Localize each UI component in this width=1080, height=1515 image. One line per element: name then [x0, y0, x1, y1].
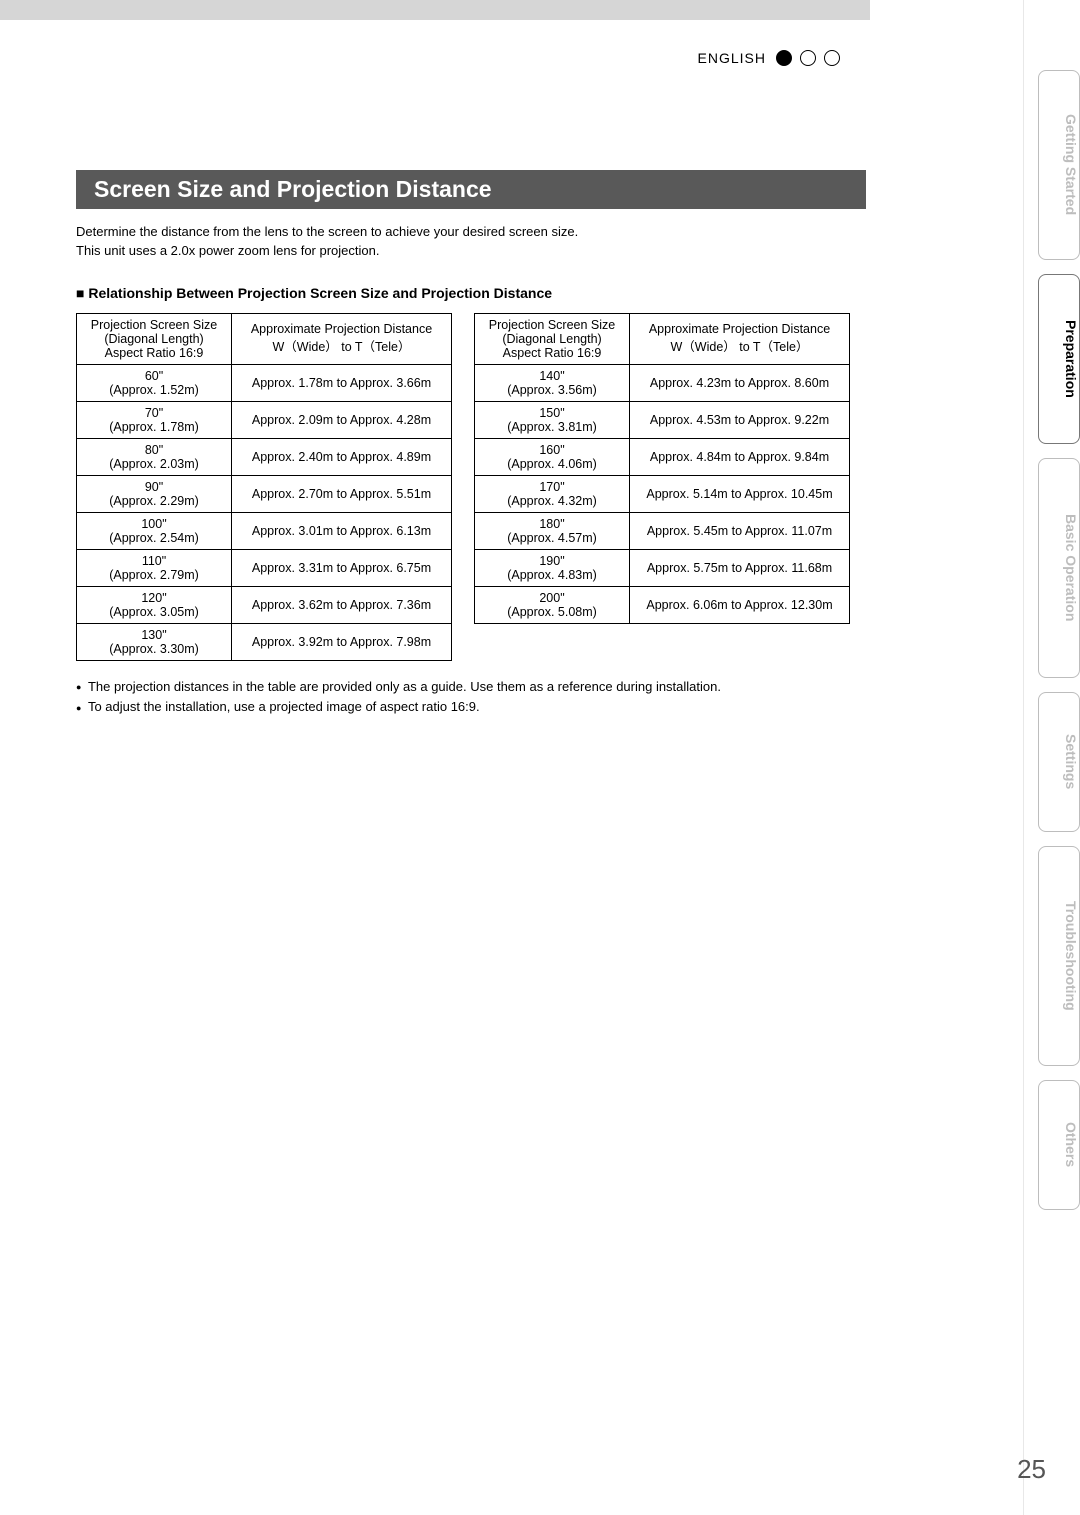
table-row: 200"(Approx. 5.08m)Approx. 6.06m to Appr…	[475, 586, 850, 623]
cell-size: 70"(Approx. 1.78m)	[77, 401, 232, 438]
table-row: 100"(Approx. 2.54m)Approx. 3.01m to Appr…	[77, 512, 452, 549]
cell-size: 140"(Approx. 3.56m)	[475, 364, 630, 401]
tab-settings[interactable]: Settings	[1038, 692, 1080, 832]
top-grey-bar	[0, 0, 870, 20]
table-header-size: Projection Screen Size (Diagonal Length)…	[475, 313, 630, 364]
cell-distance: Approx. 3.01m to Approx. 6.13m	[232, 512, 452, 549]
main-content: Screen Size and Projection Distance Dete…	[76, 170, 866, 718]
cell-distance: Approx. 3.92m to Approx. 7.98m	[232, 623, 452, 660]
cell-distance: Approx. 3.62m to Approx. 7.36m	[232, 586, 452, 623]
table-row: 140"(Approx. 3.56m)Approx. 4.23m to Appr…	[475, 364, 850, 401]
table-row: 90"(Approx. 2.29m)Approx. 2.70m to Appro…	[77, 475, 452, 512]
table-row: 160"(Approx. 4.06m)Approx. 4.84m to Appr…	[475, 438, 850, 475]
intro-line: Determine the distance from the lens to …	[76, 224, 578, 239]
header-line: W（Wide） to T（Tele）	[671, 340, 809, 354]
header-line: W（Wide） to T（Tele）	[273, 340, 411, 354]
table-header-size: Projection Screen Size (Diagonal Length)…	[77, 313, 232, 364]
dot-icon	[800, 50, 816, 66]
dot-icon	[776, 50, 792, 66]
cell-distance: Approx. 4.23m to Approx. 8.60m	[630, 364, 850, 401]
table-header-dist: Approximate Projection Distance W（Wide） …	[232, 313, 452, 364]
cell-size: 80"(Approx. 2.03m)	[77, 438, 232, 475]
cell-size: 130"(Approx. 3.30m)	[77, 623, 232, 660]
table-row: 150"(Approx. 3.81m)Approx. 4.53m to Appr…	[475, 401, 850, 438]
header-line: Projection Screen Size	[489, 318, 615, 332]
divider	[1023, 0, 1024, 1515]
cell-distance: Approx. 2.40m to Approx. 4.89m	[232, 438, 452, 475]
tab-getting-started[interactable]: Getting Started	[1038, 70, 1080, 260]
cell-size: 120"(Approx. 3.05m)	[77, 586, 232, 623]
tab-basic-operation[interactable]: Basic Operation	[1038, 458, 1080, 678]
section-title: Screen Size and Projection Distance	[76, 170, 866, 209]
table-body-left: 60"(Approx. 1.52m)Approx. 1.78m to Appro…	[77, 364, 452, 660]
cell-size: 90"(Approx. 2.29m)	[77, 475, 232, 512]
table-row: 180"(Approx. 4.57m)Approx. 5.45m to Appr…	[475, 512, 850, 549]
tab-others[interactable]: Others	[1038, 1080, 1080, 1210]
notes-list: The projection distances in the table ar…	[76, 677, 866, 719]
cell-distance: Approx. 5.75m to Approx. 11.68m	[630, 549, 850, 586]
note-item: The projection distances in the table ar…	[76, 677, 866, 698]
cell-distance: Approx. 4.53m to Approx. 9.22m	[630, 401, 850, 438]
table-row: 130"(Approx. 3.30m)Approx. 3.92m to Appr…	[77, 623, 452, 660]
header-line: Projection Screen Size	[91, 318, 217, 332]
cell-distance: Approx. 6.06m to Approx. 12.30m	[630, 586, 850, 623]
cell-size: 100"(Approx. 2.54m)	[77, 512, 232, 549]
table-row: 110"(Approx. 2.79m)Approx. 3.31m to Appr…	[77, 549, 452, 586]
language-dots	[776, 50, 840, 66]
table-header-dist: Approximate Projection Distance W（Wide） …	[630, 313, 850, 364]
projection-table-left: Projection Screen Size (Diagonal Length)…	[76, 313, 452, 661]
intro-text: Determine the distance from the lens to …	[76, 223, 866, 261]
cell-size: 110"(Approx. 2.79m)	[77, 549, 232, 586]
tab-preparation[interactable]: Preparation	[1038, 274, 1080, 444]
cell-size: 170"(Approx. 4.32m)	[475, 475, 630, 512]
header-line: (Diagonal Length)	[502, 332, 601, 346]
header-line: Aspect Ratio 16:9	[503, 346, 602, 360]
cell-distance: Approx. 4.84m to Approx. 9.84m	[630, 438, 850, 475]
page-number: 25	[1017, 1454, 1046, 1485]
dot-icon	[824, 50, 840, 66]
table-row: 170"(Approx. 4.32m)Approx. 5.14m to Appr…	[475, 475, 850, 512]
intro-line: This unit uses a 2.0x power zoom lens fo…	[76, 243, 379, 258]
language-label: ENGLISH	[698, 50, 766, 66]
language-indicator: ENGLISH	[0, 50, 870, 66]
table-body-right: 140"(Approx. 3.56m)Approx. 4.23m to Appr…	[475, 364, 850, 623]
side-tabs: Getting Started Preparation Basic Operat…	[1038, 70, 1080, 1210]
cell-size: 180"(Approx. 4.57m)	[475, 512, 630, 549]
note-item: To adjust the installation, use a projec…	[76, 697, 866, 718]
cell-size: 150"(Approx. 3.81m)	[475, 401, 630, 438]
table-row: 80"(Approx. 2.03m)Approx. 2.40m to Appro…	[77, 438, 452, 475]
header-line: Approximate Projection Distance	[649, 322, 830, 336]
cell-distance: Approx. 2.70m to Approx. 5.51m	[232, 475, 452, 512]
subsection-heading: Relationship Between Projection Screen S…	[76, 285, 866, 301]
table-row: 120"(Approx. 3.05m)Approx. 3.62m to Appr…	[77, 586, 452, 623]
header-line: Aspect Ratio 16:9	[105, 346, 204, 360]
header-line: Approximate Projection Distance	[251, 322, 432, 336]
cell-distance: Approx. 5.45m to Approx. 11.07m	[630, 512, 850, 549]
table-row: 190"(Approx. 4.83m)Approx. 5.75m to Appr…	[475, 549, 850, 586]
cell-distance: Approx. 2.09m to Approx. 4.28m	[232, 401, 452, 438]
cell-distance: Approx. 1.78m to Approx. 3.66m	[232, 364, 452, 401]
cell-distance: Approx. 3.31m to Approx. 6.75m	[232, 549, 452, 586]
cell-size: 190"(Approx. 4.83m)	[475, 549, 630, 586]
tab-troubleshooting[interactable]: Troubleshooting	[1038, 846, 1080, 1066]
projection-table-right: Projection Screen Size (Diagonal Length)…	[474, 313, 850, 624]
cell-size: 60"(Approx. 1.52m)	[77, 364, 232, 401]
header-line: (Diagonal Length)	[104, 332, 203, 346]
cell-distance: Approx. 5.14m to Approx. 10.45m	[630, 475, 850, 512]
tables-wrap: Projection Screen Size (Diagonal Length)…	[76, 313, 866, 661]
cell-size: 200"(Approx. 5.08m)	[475, 586, 630, 623]
table-row: 70"(Approx. 1.78m)Approx. 2.09m to Appro…	[77, 401, 452, 438]
table-row: 60"(Approx. 1.52m)Approx. 1.78m to Appro…	[77, 364, 452, 401]
cell-size: 160"(Approx. 4.06m)	[475, 438, 630, 475]
